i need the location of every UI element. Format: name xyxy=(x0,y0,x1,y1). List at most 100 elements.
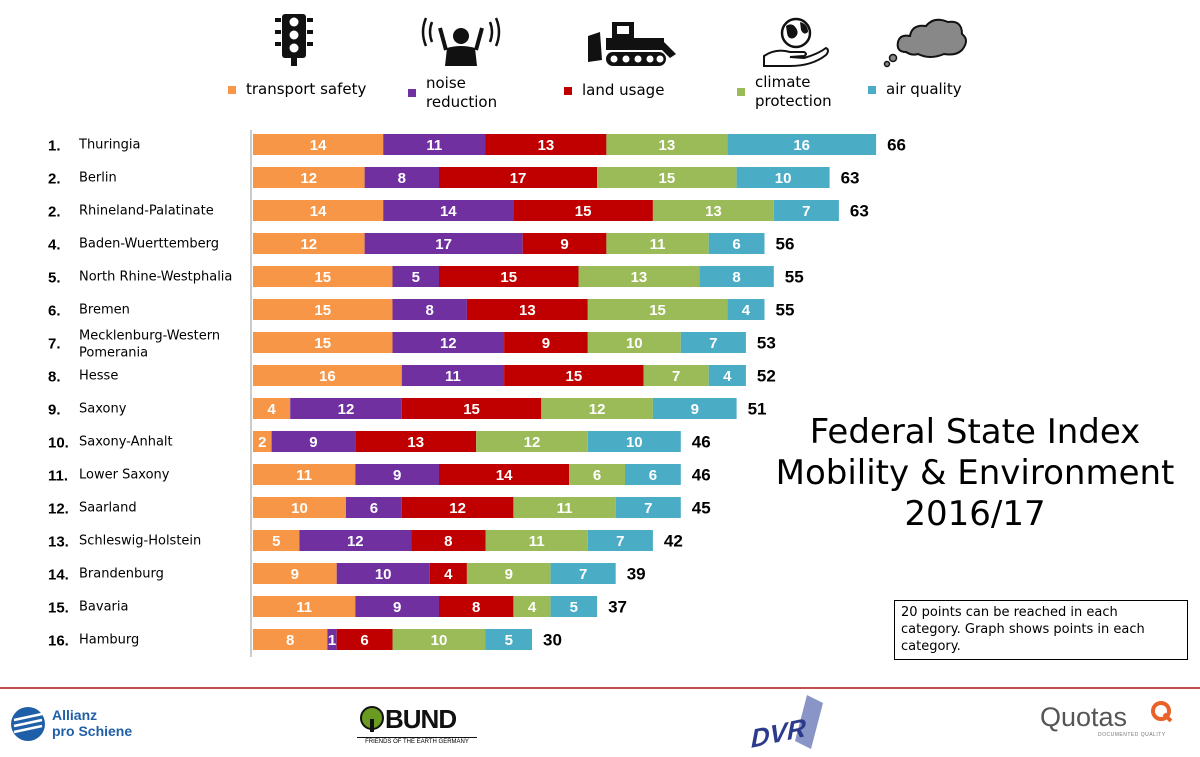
bar-segment xyxy=(401,398,542,419)
note-box: 20 points can be reached in each categor… xyxy=(894,600,1188,660)
segment-value-label: 6 xyxy=(370,500,378,517)
dvr-logo: DVR xyxy=(745,693,825,754)
bar-segment xyxy=(253,299,393,320)
bar-segment xyxy=(652,398,737,419)
segment-value-label: 12 xyxy=(524,434,541,451)
segment-value-label: 9 xyxy=(691,401,699,418)
bar-segment xyxy=(401,365,505,386)
bar-segment xyxy=(253,167,365,188)
segment-value-label: 11 xyxy=(557,500,573,517)
bar-segment xyxy=(504,365,644,386)
segment-value-label: 5 xyxy=(505,632,513,649)
bar-segment xyxy=(578,266,700,287)
segment-value-label: 11 xyxy=(296,599,312,616)
bar-segment xyxy=(253,365,402,386)
bar-segment xyxy=(401,497,514,518)
total-value-label: 66 xyxy=(887,136,906,155)
total-value-label: 30 xyxy=(543,631,562,650)
state-label: Thuringia xyxy=(78,138,140,153)
segment-value-label: 13 xyxy=(659,137,676,154)
legend-label: climate protection xyxy=(755,73,832,110)
legend-swatch xyxy=(228,85,236,94)
bar-segment xyxy=(541,398,653,419)
bar-segment xyxy=(485,629,532,650)
bulldozer-icon xyxy=(588,22,676,66)
bar-segment xyxy=(606,134,728,155)
rank-label: 14. xyxy=(48,567,69,584)
legend-swatch xyxy=(408,89,416,97)
bar-segment xyxy=(727,299,765,320)
legend-label: transport safety xyxy=(246,80,367,98)
segment-value-label: 11 xyxy=(445,368,461,385)
segment-value-label: 11 xyxy=(426,137,442,154)
rank-label: 16. xyxy=(48,633,69,650)
bar-segment xyxy=(364,167,439,188)
bar-segment xyxy=(708,365,746,386)
quotas-logo: Quotas DOCUMENTED QUALITY xyxy=(1040,700,1180,744)
segment-value-label: 15 xyxy=(314,269,331,286)
bar-segment xyxy=(439,596,514,617)
bar-segment xyxy=(253,629,328,650)
segment-value-label: 6 xyxy=(360,632,368,649)
total-value-label: 63 xyxy=(850,202,869,221)
total-value-label: 37 xyxy=(608,598,627,617)
bar-segment xyxy=(587,431,681,452)
bar-segment xyxy=(466,563,551,584)
state-label: Rhineland-Palatinate xyxy=(79,204,214,219)
bar-segment xyxy=(253,266,393,287)
chart-title: Federal State Index Mobility & Environme… xyxy=(750,412,1200,535)
segment-value-label: 10 xyxy=(291,500,308,517)
rank-label: 15. xyxy=(48,600,69,617)
chart-title-line-3: 2016/17 xyxy=(904,494,1046,534)
quotas-text: Quotas xyxy=(1040,702,1128,732)
bar-segment xyxy=(708,233,765,254)
legend-item-land-usage: land usage xyxy=(564,81,664,100)
segment-value-label: 2 xyxy=(258,434,266,451)
segment-value-label: 4 xyxy=(742,302,751,319)
segment-value-label: 5 xyxy=(412,269,420,286)
dvr-emblem-icon xyxy=(795,695,823,749)
bar-segment xyxy=(253,332,393,353)
bar-segment xyxy=(253,563,337,584)
segment-value-label: 16 xyxy=(319,368,336,385)
total-value-label: 56 xyxy=(776,235,795,254)
legend-label: air quality xyxy=(886,80,962,98)
rank-label: 9. xyxy=(48,402,61,419)
rank-label: 11. xyxy=(48,468,68,485)
bar-segment xyxy=(485,134,607,155)
segment-value-label: 12 xyxy=(440,335,457,352)
segment-value-label: 4 xyxy=(444,566,453,583)
legend-icons xyxy=(275,14,967,68)
segment-value-label: 14 xyxy=(440,203,457,220)
rank-label: 7. xyxy=(48,336,61,353)
segment-value-label: 13 xyxy=(705,203,722,220)
chart-title-line-2: Mobility & Environment xyxy=(775,453,1175,493)
segment-value-label: 9 xyxy=(505,566,513,583)
legend-swatch xyxy=(737,88,745,96)
segment-value-label: 9 xyxy=(393,599,401,616)
segment-value-label: 12 xyxy=(338,401,355,418)
bar-segment xyxy=(513,200,653,221)
bar-segment xyxy=(513,596,551,617)
segment-value-label: 12 xyxy=(347,533,364,550)
segment-value-label: 7 xyxy=(616,533,624,550)
bar-segment xyxy=(355,464,439,485)
total-value-label: 46 xyxy=(692,433,711,452)
bar-segment xyxy=(606,233,709,254)
bar-segment xyxy=(643,365,709,386)
rank-label: 2. xyxy=(48,204,61,221)
bar-segment xyxy=(336,563,430,584)
stacked-bar-chart: 1. Thuringia 14 11 13 13 16 662. Berlin 12 8 17 15 10… xyxy=(48,130,906,657)
legend-label: noise reduction xyxy=(426,74,498,111)
segment-value-label: 6 xyxy=(593,467,601,484)
state-label: Mecklenburg-Western xyxy=(79,329,220,344)
bar-segment xyxy=(253,134,384,155)
total-value-label: 46 xyxy=(692,466,711,485)
legend-item-climate-protection: climate protection xyxy=(737,73,847,111)
segment-value-label: 10 xyxy=(431,632,448,649)
segment-value-label: 15 xyxy=(649,302,666,319)
state-label: Hamburg xyxy=(79,633,139,648)
segment-value-label: 8 xyxy=(732,269,740,286)
bar-segment xyxy=(569,464,625,485)
bar-segment xyxy=(550,596,598,617)
